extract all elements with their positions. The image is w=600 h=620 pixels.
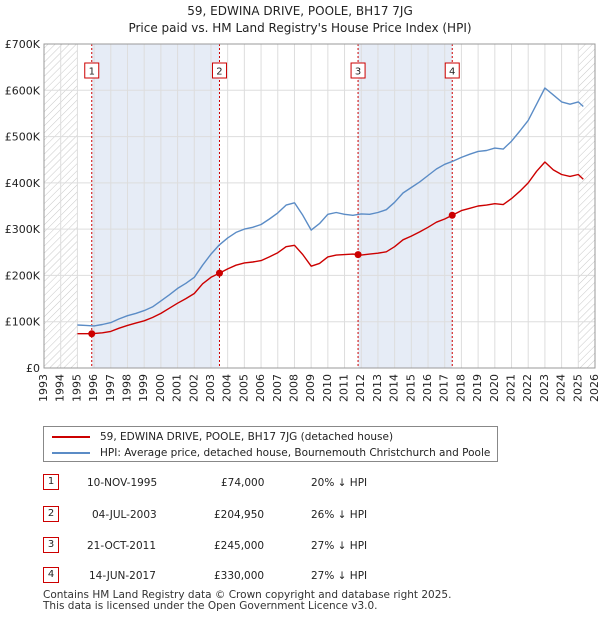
sale-row: 1 10-NOV-1995 £74,000 20% ↓ HPI [43,474,383,492]
sale-number-box [211,62,227,79]
hpi-line [77,87,584,327]
sale-price: £245,000 [214,540,265,552]
x-tick-label: 2002 [187,374,200,402]
sale-number-box [84,62,100,79]
x-tick-label: 2011 [338,374,351,402]
x-tick-label: 2015 [404,374,417,402]
x-tick-label: 1995 [70,374,83,402]
legend-red-entry: 59, EDWINA DRIVE, POOLE, BH17 7JG (detac… [52,429,393,445]
ownership-shade [91,44,220,368]
x-tick-label: 1994 [54,374,67,402]
legend-blue-entry: HPI: Average price, detached house, Bour… [52,445,490,461]
x-tick-label: 2024 [555,374,568,402]
sale-number-badge: 2 [43,506,59,522]
sale-number-box [444,62,460,79]
x-tick-label: 2007 [271,374,284,402]
legend-red-label: 59, EDWINA DRIVE, POOLE, BH17 7JG (detac… [100,431,394,443]
x-tick-label: 2025 [571,374,584,402]
sale-number-badge: 3 [43,537,59,553]
x-tick-label: 2022 [521,374,534,402]
sale-hpi-diff: 26% ↓ HPI [311,509,368,521]
sale-point [215,269,223,277]
hatched-region [578,44,595,368]
x-tick-label: 2012 [354,374,367,402]
legend-blue-swatch [52,452,90,454]
y-tick-label: £400K [5,177,41,190]
sale-price: £74,000 [221,477,265,489]
sale-number-label: 1 [89,67,95,78]
x-tick-label: 2001 [171,374,184,402]
x-tick-label: 2026 [588,374,600,402]
x-tick-label: 1993 [37,374,50,402]
y-tick-label: £600K [5,84,41,97]
chart-title-line2: Price paid vs. HM Land Registry's House … [128,21,472,35]
legend-blue-label: HPI: Average price, detached house, Bour… [100,447,491,459]
x-tick-label: 1999 [137,374,150,402]
plot-frame [43,43,596,369]
x-tick-label: 2003 [204,374,217,402]
legend: 59, EDWINA DRIVE, POOLE, BH17 7JG (detac… [43,426,498,462]
sale-number-label: 2 [216,67,222,78]
x-tick-label: 2004 [221,374,234,402]
sale-number-label: 3 [355,67,361,78]
sale-number-box [350,62,366,79]
y-tick-label: £700K [5,38,41,51]
sale-price: £330,000 [214,570,265,582]
sale-number-label: 4 [449,67,455,78]
sale-date: 04-JUL-2003 [92,509,157,521]
y-tick-label: £500K [5,131,41,144]
x-tick-label: 2018 [454,374,467,402]
x-tick-label: 2014 [388,374,401,402]
y-tick-label: £200K [5,269,41,282]
x-tick-label: 1998 [120,374,133,402]
sale-date: 21-OCT-2011 [87,540,156,552]
sale-hpi-diff: 20% ↓ HPI [311,477,368,489]
x-tick-label: 2023 [538,374,551,402]
x-tick-label: 1996 [87,374,100,402]
y-tick-label: £100K [5,316,41,329]
chart-title-line1: 59, EDWINA DRIVE, POOLE, BH17 7JG [187,4,413,18]
sale-date: 10-NOV-1995 [87,477,158,489]
footer: Contains HM Land Registry data © Crown c… [43,590,451,612]
sale-row: 4 14-JUN-2017 £330,000 27% ↓ HPI [43,567,383,585]
footer-licence: This data is licensed under the Open Gov… [43,600,378,612]
sale-point [88,330,96,338]
x-tick-label: 2013 [371,374,384,402]
sale-row: 2 04-JUL-2003 £204,950 26% ↓ HPI [43,506,383,524]
x-tick-label: 2017 [438,374,451,402]
x-tick-label: 2021 [505,374,518,402]
sale-point [448,211,456,219]
x-tick-label: 2008 [287,374,300,402]
sale-price: £204,950 [214,509,265,521]
x-tick-label: 2000 [154,374,167,402]
y-tick-label: £300K [5,223,41,236]
x-tick-label: 2006 [254,374,267,402]
price-chart: £0 £100K £200K £300K £400K £500K £600K £700K 199… [5,38,600,402]
x-tick-label: 2016 [421,374,434,402]
x-tick-label: 2005 [237,374,250,402]
sale-point [354,251,362,259]
x-tick-label: 2009 [304,374,317,402]
x-tick-label: 1997 [104,374,117,402]
property-price-line [77,161,584,335]
legend-red-swatch [52,436,90,438]
y-tick-label: £0 [26,362,40,375]
sale-number-badge: 1 [43,474,59,490]
footer-copyright: Contains HM Land Registry data © Crown c… [43,589,452,601]
x-tick-label: 2010 [321,374,334,402]
sale-hpi-diff: 27% ↓ HPI [311,540,368,552]
sale-row: 3 21-OCT-2011 £245,000 27% ↓ HPI [43,537,383,555]
sale-number-badge: 4 [43,567,59,583]
x-tick-label: 2020 [488,374,501,402]
sale-date: 14-JUN-2017 [89,570,156,582]
x-tick-label: 2019 [471,374,484,402]
ownership-shade [358,44,453,368]
sale-hpi-diff: 27% ↓ HPI [311,570,368,582]
